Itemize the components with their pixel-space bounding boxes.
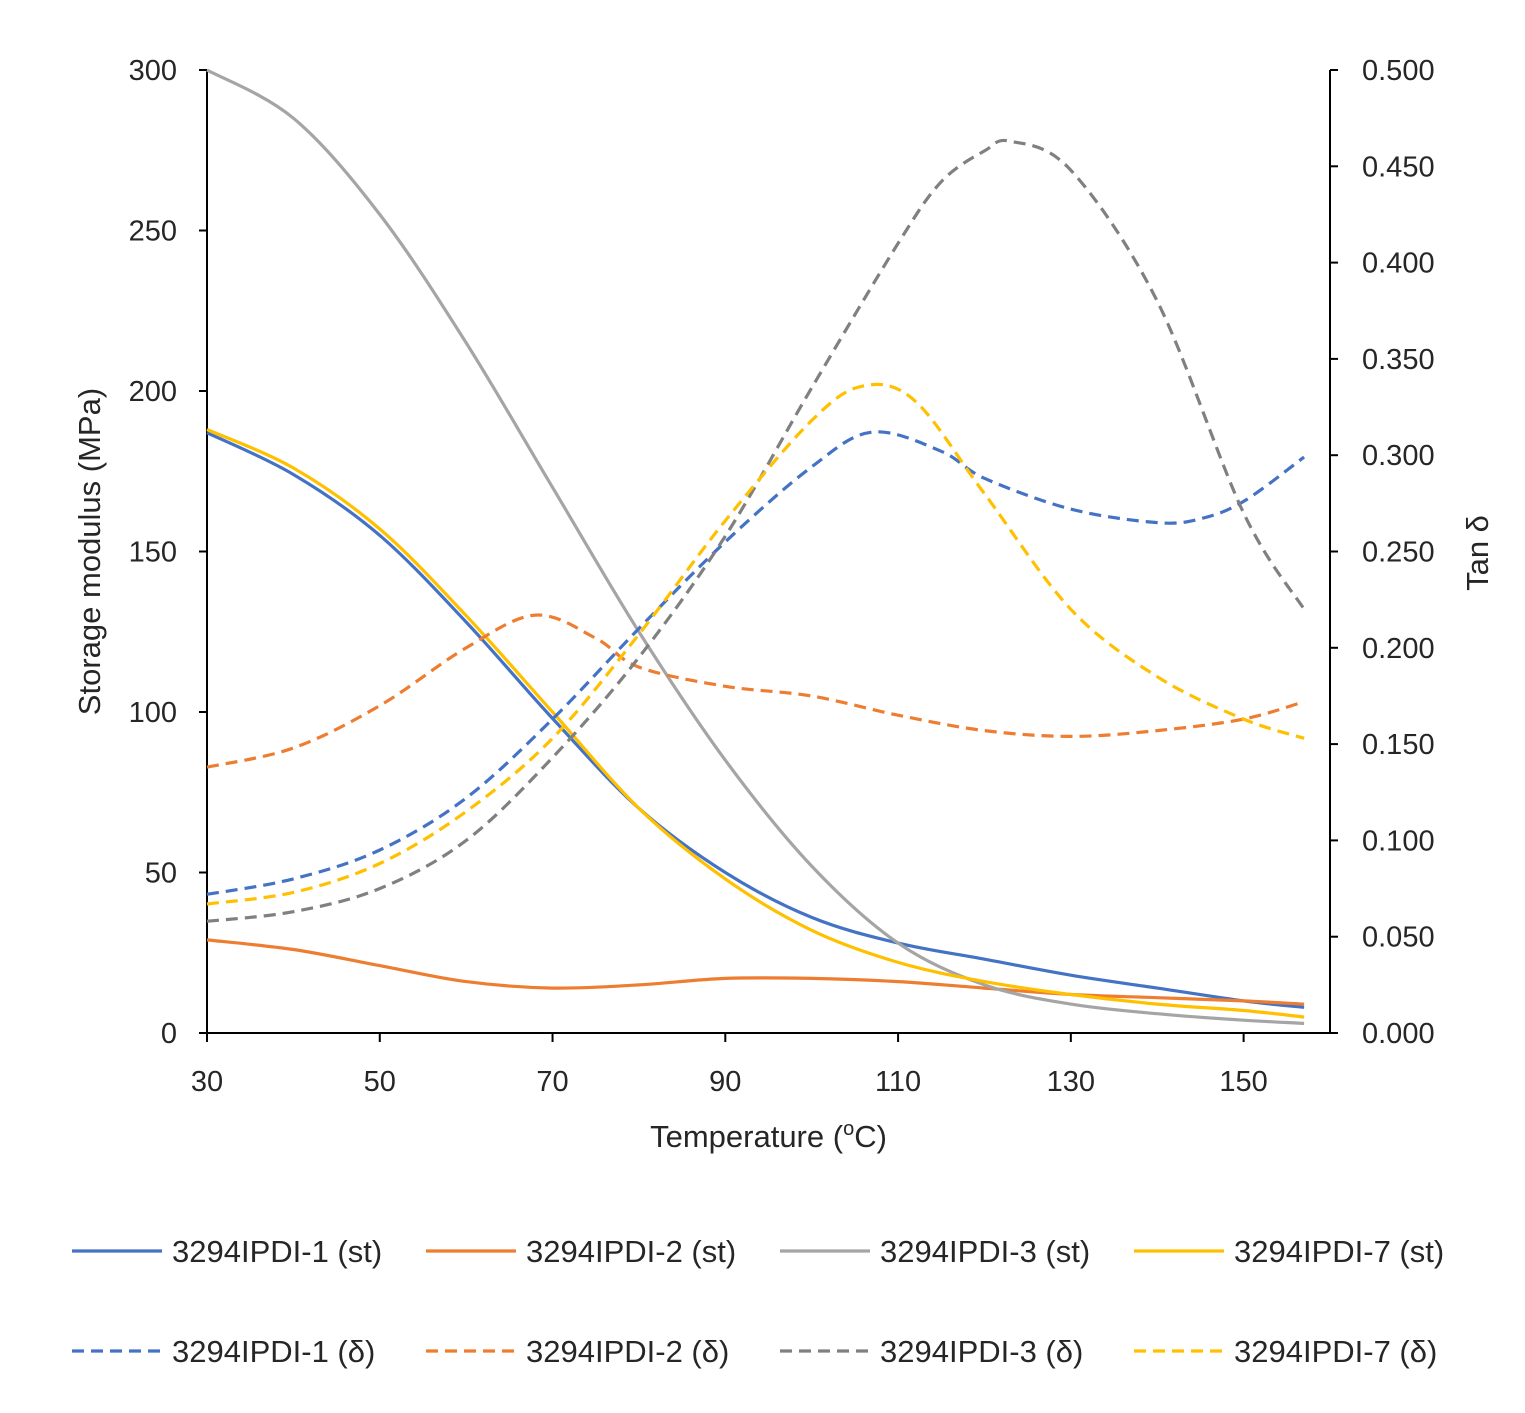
series-line-3294ipdi-2-tan-delta [206, 613, 1305, 769]
y2-tick-label: 0.200 [1362, 633, 1435, 665]
y2-tick-label: 0.050 [1362, 922, 1435, 954]
legend-label: 3294IPDI-7 (δ) [1234, 1334, 1437, 1369]
y-tick-label: 250 [129, 216, 177, 248]
series-line-3294ipdi-7-tan-delta [206, 382, 1305, 906]
series-line-3294ipdi-7-storage [206, 428, 1305, 1019]
legend-label: 3294IPDI-7 (st) [1234, 1234, 1444, 1269]
y2-tick-label: 0.450 [1362, 151, 1435, 183]
y-tick-label: 150 [129, 537, 177, 569]
x-axis-title: Temperature (oC) [650, 1118, 887, 1154]
series-line-3294ipdi-1-tan-delta [206, 430, 1306, 896]
y-tick-label: 200 [129, 376, 177, 408]
y2-tick-label: 0.350 [1362, 344, 1435, 376]
y-tick-label: 100 [129, 697, 177, 729]
x-tick-label: 30 [191, 1066, 223, 1098]
x-tick-label: 150 [1219, 1066, 1267, 1098]
legend-label: 3294IPDI-3 (st) [880, 1234, 1090, 1269]
series-line-3294ipdi-3-tan-delta [206, 138, 1306, 923]
series-layer [206, 68, 1306, 1025]
y2-tick-label: 0.500 [1362, 55, 1435, 87]
series-line-3294ipdi-1-storage [206, 431, 1305, 1009]
y-tick-label: 300 [129, 55, 177, 87]
labels-layer: 0 50 100 150 200 250 300 0.000 0.050 0.100 0.150 0.… [72, 55, 1495, 1154]
y-tick-label: 50 [145, 858, 177, 890]
x-tick-label: 70 [536, 1066, 568, 1098]
series-line-3294ipdi-2-storage [206, 938, 1305, 1006]
y2-tick-label: 0.250 [1362, 537, 1435, 569]
x-tick-label: 110 [875, 1066, 921, 1098]
y-tick-label: 0 [161, 1018, 177, 1050]
y2-tick-label: 0.150 [1362, 729, 1435, 761]
legend-label: 3294IPDI-3 (δ) [880, 1334, 1083, 1369]
y2-tick-label: 0.000 [1362, 1018, 1435, 1050]
y2-tick-label: 0.100 [1362, 825, 1435, 857]
legend-label: 3294IPDI-2 (δ) [526, 1334, 729, 1369]
y-axis-title: Storage modulus (MPa) [72, 388, 107, 715]
y2-tick-label: 0.400 [1362, 248, 1435, 280]
y2-axis-title: Tan δ [1460, 515, 1495, 591]
legend-label: 3294IPDI-1 (st) [172, 1234, 382, 1269]
x-tick-label: 130 [1047, 1066, 1095, 1098]
x-tick-label: 90 [709, 1066, 741, 1098]
legend-label: 3294IPDI-1 (δ) [172, 1334, 375, 1369]
legend-label: 3294IPDI-2 (st) [526, 1234, 736, 1269]
axes [199, 69, 1338, 1042]
series-line-3294ipdi-3-storage [206, 68, 1305, 1025]
x-tick-label: 50 [364, 1066, 396, 1098]
legend: 3294IPDI-1 (st) 3294IPDI-2 (st) 3294IPDI-3… [72, 1234, 1444, 1369]
y2-tick-label: 0.300 [1362, 440, 1435, 472]
